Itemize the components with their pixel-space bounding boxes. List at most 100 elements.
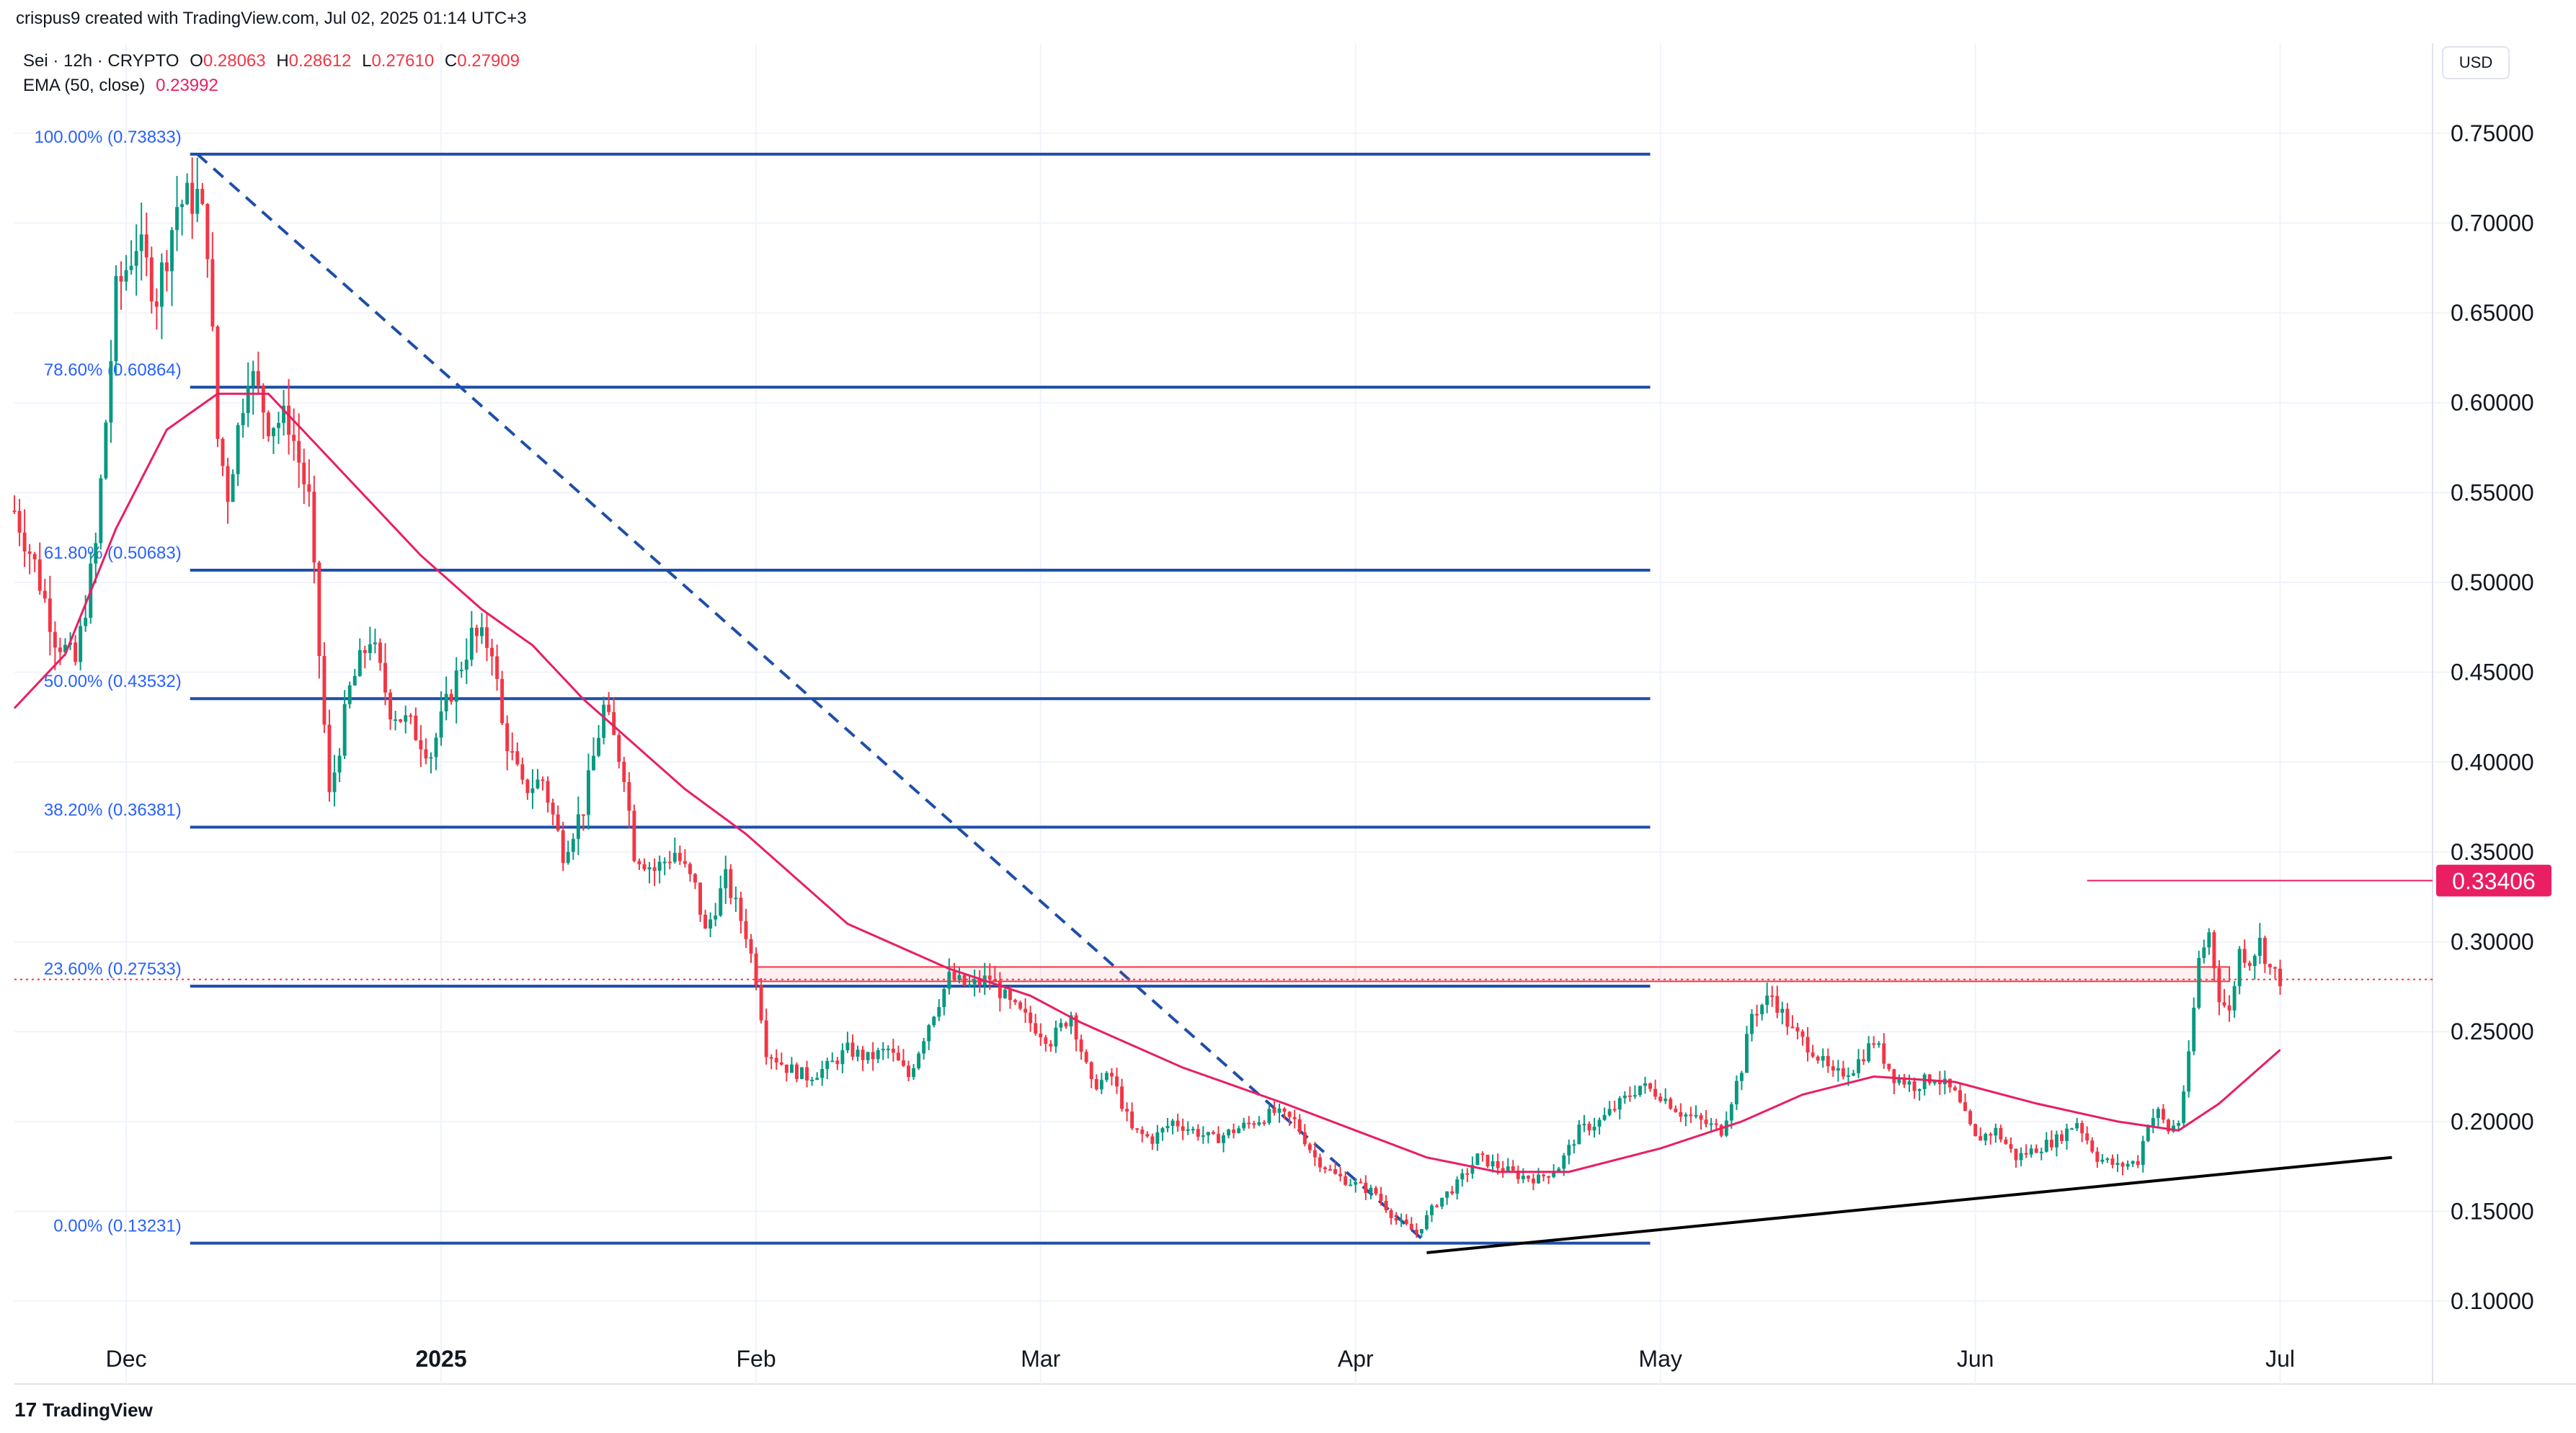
candle-body [805,1067,809,1081]
fib-trend-dashed-line[interactable] [196,153,1428,1245]
support-trendline[interactable] [1426,1155,2392,1254]
candle-body [1029,1012,1033,1024]
candle-body [32,554,37,560]
symbol-label[interactable]: Sei · 12h · CRYPTO [23,51,179,71]
candle-body [1460,1173,1465,1180]
candle-body [170,230,174,272]
candle-body [1145,1134,1150,1137]
ema-label[interactable]: EMA (50, close) [23,76,146,95]
fib-level-label: 0.00% (0.13231) [53,1217,181,1236]
candle-body [322,656,327,725]
candle-body [1354,1181,1358,1185]
candle-body [1714,1123,1718,1125]
candle-body [1841,1068,1845,1077]
candle-body [794,1064,799,1079]
candle-body [1862,1059,1866,1062]
candle-body [1272,1109,1276,1113]
candle-body [1323,1167,1327,1169]
candle-body [277,422,280,428]
candle-body [221,438,225,466]
candle-body [927,1025,931,1042]
tradingview-brand: 17 TradingView [14,1398,153,1421]
candle-body [541,779,545,781]
candle-body [479,627,484,636]
candle-body [2105,1158,2110,1161]
close-value: 0.27909 [457,51,520,71]
candle-body [1562,1155,1566,1169]
candle-body [551,802,555,815]
chart-legend: Sei · 12h · CRYPTO O0.28063 H0.28612 L0.… [23,49,520,98]
candle-body [2110,1158,2115,1166]
candle-body [2029,1148,2033,1155]
candle-body [566,851,570,864]
candle-body [1374,1187,1378,1194]
candle-body [856,1050,860,1057]
candle-body [1770,995,1775,998]
candle-body [2065,1128,2069,1141]
candle-body [1201,1135,1205,1137]
candle-body [866,1052,870,1060]
candle-body [724,869,728,889]
candle-body [1877,1043,1881,1045]
y-tick-label: 0.55000 [2451,479,2534,505]
candle-body [657,861,662,871]
candle-body [251,371,255,386]
price-axis[interactable]: 0.75000 0.70000 0.65000 0.60000 0.55000 0.500… [2451,120,2534,1314]
candle-body [714,915,718,920]
trendlines[interactable] [14,879,2433,1254]
candle-body [485,627,489,648]
candle-body [1084,1052,1088,1062]
time-axis[interactable]: Dec 2025 Feb Mar Apr May Jun Jul [106,1346,2295,1372]
candle-body [992,979,997,981]
candle-body [352,675,357,686]
candle-body [1176,1120,1180,1127]
low-label: L [362,51,372,71]
candle-body [347,685,352,704]
candle-body [1963,1102,1968,1112]
candle-body [678,853,682,861]
candle-body [1247,1122,1251,1124]
candle-body [1379,1194,1383,1201]
candle-body [139,234,143,252]
fib-retracement[interactable]: 100.00% (0.73833)78.60% (0.60864)61.80% … [35,128,1651,1245]
candle-body [84,618,88,626]
candle-body [1664,1099,1668,1101]
candle-body [957,975,961,980]
candle-body [1516,1170,1520,1179]
candle-body [2024,1153,2028,1155]
candle-body [1450,1191,1454,1194]
candle-body [861,1050,865,1060]
candle-body [642,864,647,870]
candle-body [1227,1130,1231,1136]
currency-button[interactable]: USD [2442,46,2510,79]
y-tick-label: 0.15000 [2451,1199,2534,1225]
candle-body [1099,1080,1103,1090]
x-tick-label: Jun [1957,1346,1994,1372]
candle-body [1511,1166,1515,1171]
candle-body [37,559,42,591]
candle-body [876,1050,880,1060]
candle-body [149,257,154,302]
candle-body [1120,1086,1124,1109]
candle-body [1867,1043,1871,1062]
candle-body [2060,1134,2064,1141]
candle-body [1704,1119,1708,1124]
candle-body [602,704,606,738]
candle-body [937,1007,941,1017]
candle-body [617,735,621,762]
candle-body [734,897,738,900]
candle-body [815,1078,820,1080]
candle-body [576,814,580,839]
candle-body [622,761,626,783]
candle-body [1953,1087,1957,1091]
candle-body [2257,938,2262,957]
candle-body [917,1053,921,1068]
candle-body [952,972,956,980]
candle-body [769,1057,773,1059]
candle-body [2034,1148,2038,1153]
candle-body [357,649,362,676]
candle-body [241,413,245,425]
candle-body [271,427,275,437]
candle-body [1059,1023,1063,1028]
